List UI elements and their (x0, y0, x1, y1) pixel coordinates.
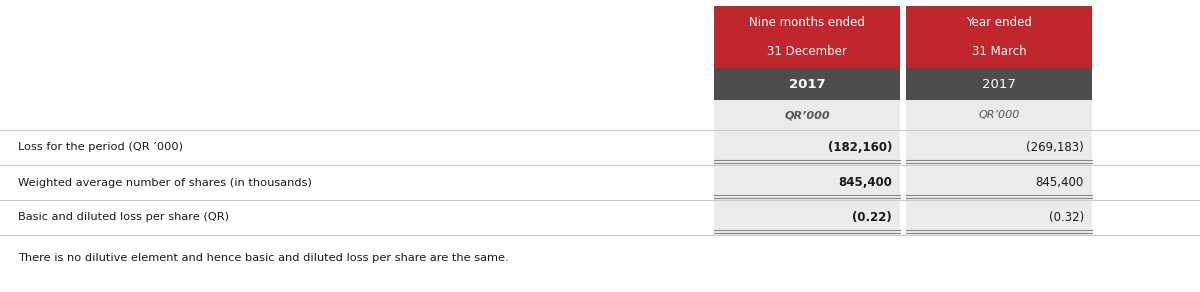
Text: 845,400: 845,400 (838, 176, 892, 189)
Bar (906, 6, 1092, 68)
Bar (906, 130, 1092, 165)
Text: (182,160): (182,160) (828, 141, 892, 154)
Text: Weighted average number of shares (in thousands): Weighted average number of shares (in th… (18, 178, 312, 187)
Bar (714, 165, 900, 200)
Text: (0.32): (0.32) (1049, 211, 1084, 224)
Text: 31 March: 31 March (972, 45, 1026, 58)
Bar (714, 130, 900, 165)
Text: Year ended: Year ended (966, 16, 1032, 29)
Bar (906, 165, 1092, 200)
Text: 31 December: 31 December (767, 45, 847, 58)
Bar (714, 68, 900, 100)
Text: Loss for the period (QR ’000): Loss for the period (QR ’000) (18, 142, 182, 152)
Bar (714, 6, 900, 68)
Text: QR’000: QR’000 (784, 110, 830, 120)
Bar (714, 100, 900, 130)
Text: (269,183): (269,183) (1026, 141, 1084, 154)
Text: QR’000: QR’000 (978, 110, 1020, 120)
Text: There is no dilutive element and hence basic and diluted loss per share are the : There is no dilutive element and hence b… (18, 253, 509, 263)
Text: 2017: 2017 (788, 77, 826, 91)
Text: Basic and diluted loss per share (QR): Basic and diluted loss per share (QR) (18, 213, 229, 223)
Text: 845,400: 845,400 (1036, 176, 1084, 189)
Bar (906, 100, 1092, 130)
Text: 2017: 2017 (982, 77, 1016, 91)
Bar (714, 200, 900, 235)
Bar (906, 200, 1092, 235)
Text: (0.22): (0.22) (852, 211, 892, 224)
Text: Nine months ended: Nine months ended (749, 16, 865, 29)
Bar (906, 68, 1092, 100)
